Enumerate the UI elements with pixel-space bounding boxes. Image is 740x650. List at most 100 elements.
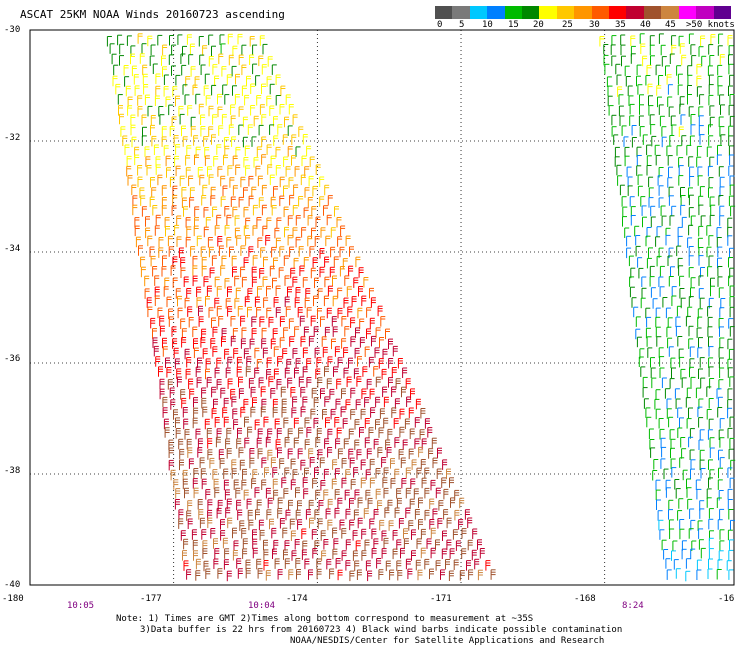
wind-barb bbox=[287, 125, 293, 136]
wind-barb bbox=[200, 64, 206, 75]
wind-barb bbox=[323, 468, 329, 480]
wind-barb bbox=[204, 418, 210, 430]
wind-barb bbox=[190, 116, 196, 128]
wind-barb bbox=[284, 226, 289, 238]
wind-barb bbox=[193, 487, 199, 499]
wind-barb bbox=[226, 448, 232, 459]
wind-barb bbox=[302, 347, 308, 358]
wind-barb bbox=[252, 44, 258, 56]
wind-barb bbox=[214, 276, 220, 288]
wind-barb bbox=[232, 206, 238, 218]
wind-barb bbox=[267, 449, 273, 461]
wind-barb bbox=[178, 105, 184, 117]
wind-barb bbox=[248, 519, 254, 531]
wind-barb bbox=[227, 306, 233, 317]
wind-barb bbox=[175, 417, 180, 428]
wind-barb bbox=[340, 406, 346, 417]
wind-barb bbox=[366, 448, 372, 459]
wind-barb bbox=[204, 73, 210, 85]
wind-barb bbox=[253, 157, 259, 168]
wind-barb bbox=[301, 155, 307, 167]
wind-barb bbox=[171, 44, 177, 56]
wind-barb bbox=[200, 114, 206, 125]
wind-barb bbox=[401, 478, 407, 489]
wind-barb bbox=[272, 328, 278, 339]
wind-barb bbox=[341, 477, 347, 489]
wind-barb bbox=[392, 345, 398, 357]
wind-barb bbox=[214, 487, 220, 498]
wind-barb bbox=[262, 276, 268, 288]
wind-barb bbox=[361, 388, 367, 399]
wind-barb bbox=[250, 83, 256, 94]
wind-barb bbox=[349, 246, 354, 257]
legend-swatch bbox=[626, 6, 644, 19]
wind-barb bbox=[250, 386, 256, 398]
wind-barb bbox=[119, 43, 125, 55]
wind-barb bbox=[153, 345, 159, 357]
wind-barb bbox=[212, 326, 218, 338]
wind-barb bbox=[263, 256, 268, 268]
wind-barb bbox=[298, 376, 304, 388]
wind-barb bbox=[284, 437, 290, 448]
wind-barb bbox=[299, 265, 305, 276]
wind-barb bbox=[172, 338, 178, 349]
map-frame bbox=[29, 29, 735, 586]
wind-barb bbox=[261, 64, 267, 75]
wind-barb bbox=[356, 449, 362, 460]
wind-barb bbox=[300, 336, 306, 347]
wind-barb bbox=[261, 479, 267, 490]
wind-barb bbox=[137, 165, 143, 176]
wind-barb bbox=[291, 155, 296, 166]
wind-barb bbox=[316, 428, 322, 439]
wind-barb bbox=[400, 457, 406, 468]
wind-barb bbox=[173, 409, 178, 420]
wind-barb bbox=[283, 156, 289, 167]
wind-barb bbox=[149, 55, 155, 66]
wind-barb bbox=[181, 187, 187, 198]
wind-barb bbox=[203, 136, 209, 147]
wind-barb bbox=[175, 288, 181, 299]
wind-barb bbox=[436, 468, 442, 479]
wind-barb bbox=[181, 64, 187, 76]
wind-barb bbox=[243, 206, 249, 218]
wind-barb bbox=[335, 398, 341, 410]
wind-barb bbox=[155, 73, 161, 84]
wind-barb bbox=[324, 366, 329, 377]
wind-barb bbox=[164, 427, 170, 438]
wind-barb bbox=[258, 377, 264, 388]
wind-barb bbox=[314, 509, 320, 520]
wind-barb bbox=[198, 36, 204, 47]
wind-barb bbox=[354, 439, 360, 451]
wind-barb bbox=[394, 507, 400, 518]
wind-barb bbox=[184, 348, 190, 360]
wind-barb bbox=[279, 246, 285, 257]
wind-barb bbox=[216, 214, 222, 226]
wind-barb bbox=[294, 326, 300, 337]
wind-barb bbox=[204, 147, 210, 158]
wind-barb bbox=[350, 409, 356, 420]
wind-barb bbox=[171, 65, 176, 76]
wind-barb bbox=[317, 377, 323, 388]
wind-barb bbox=[152, 337, 158, 348]
wind-barb bbox=[192, 326, 198, 338]
wind-barb bbox=[324, 326, 330, 338]
wind-barb bbox=[241, 479, 247, 491]
wind-barb bbox=[337, 357, 343, 368]
wind-barb bbox=[219, 458, 225, 469]
wind-barb bbox=[365, 489, 371, 501]
wind-barb bbox=[454, 509, 460, 521]
wind-barb bbox=[343, 438, 349, 449]
wind-barb bbox=[292, 348, 298, 359]
wind-barb bbox=[243, 157, 249, 168]
wind-barb bbox=[260, 247, 266, 258]
wind-barb bbox=[183, 206, 188, 217]
wind-barb bbox=[252, 469, 258, 480]
wind-barb bbox=[269, 124, 275, 135]
wind-barb bbox=[255, 75, 261, 86]
wind-barb bbox=[195, 93, 201, 105]
wind-barb bbox=[183, 276, 189, 287]
wind-barb bbox=[227, 33, 233, 45]
wind-barb bbox=[201, 387, 207, 398]
wind-barb bbox=[279, 176, 285, 188]
wind-barb bbox=[207, 166, 212, 177]
